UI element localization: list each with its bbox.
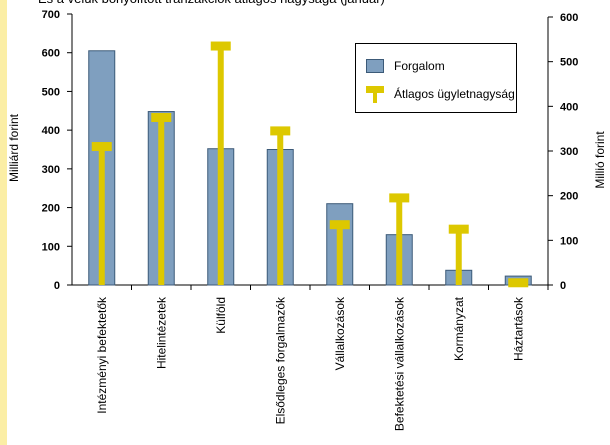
legend-label-atlagos: Átlagos ügyletnagyság	[394, 87, 515, 101]
y-axis-left-tick-label: 300	[42, 164, 60, 176]
y-axis-right-tick-label: 100	[560, 235, 578, 247]
lollipop-cap-0	[91, 142, 112, 152]
y-axis-right-tick-label: 200	[560, 191, 578, 203]
x-axis-category-label: Elsődleges forgalmazók	[273, 296, 287, 424]
y-axis-left-tick-label: 0	[54, 280, 60, 292]
y-axis-right-tick-label: 400	[560, 101, 578, 113]
lollipop-stem-4	[336, 224, 343, 285]
y-axis-right-tick-label: 600	[560, 12, 578, 24]
legend-swatch-bar	[366, 59, 384, 73]
y-axis-right-tick-label: 500	[560, 57, 578, 69]
y-axis-right-tick-label: 300	[560, 146, 578, 158]
y-axis-left-tick-label: 100	[42, 241, 60, 253]
lollipop-stem-2	[217, 46, 224, 286]
page-accent-strip	[0, 0, 7, 445]
chart-title: És a velük bonyolított tranzakciók átlag…	[38, 0, 558, 11]
x-axis-category-label: Vállalkozások	[333, 296, 347, 370]
y-axis-left-tick-label: 200	[42, 203, 60, 215]
lollipop-cap-4	[329, 220, 350, 230]
lollipop-stem-6	[455, 229, 462, 285]
lollipop-stem-3	[277, 130, 284, 285]
lollipop-cap-6	[448, 224, 469, 234]
lollipop-cap-7	[508, 278, 529, 288]
lollipop-stem-5	[396, 197, 403, 285]
legend-label-forgalom: Forgalom	[394, 59, 445, 73]
y-axis-left-tick-label: 700	[42, 9, 60, 21]
chart-legend: Forgalom Átlagos ügyletnagyság	[355, 43, 517, 113]
y-axis-right-tick-label: 0	[560, 280, 566, 292]
x-axis-category-label: Kormányzat	[452, 296, 466, 361]
y-axis-left-tick-label: 500	[42, 86, 60, 98]
x-axis-category-label: Hitelintézetek	[154, 296, 168, 369]
lollipop-stem-0	[98, 146, 105, 285]
lollipop-cap-1	[151, 113, 172, 122]
lollipop-cap-5	[389, 193, 410, 203]
lollipop-stem-1	[158, 117, 165, 285]
x-axis-category-label: Külföld	[214, 297, 228, 334]
y-axis-left-tick-label: 400	[42, 125, 60, 137]
legend-swatch-lollipop	[366, 84, 384, 104]
x-axis-category-label: Háztartások	[511, 296, 525, 361]
lollipop-cap-3	[270, 126, 291, 136]
lollipop-cap-2	[210, 41, 231, 51]
x-axis-category-label: Befektetési vállalkozások	[392, 296, 406, 431]
y-axis-left-tick-label: 600	[42, 48, 60, 60]
x-axis-category-label: Intézményi befektetők	[95, 296, 109, 414]
